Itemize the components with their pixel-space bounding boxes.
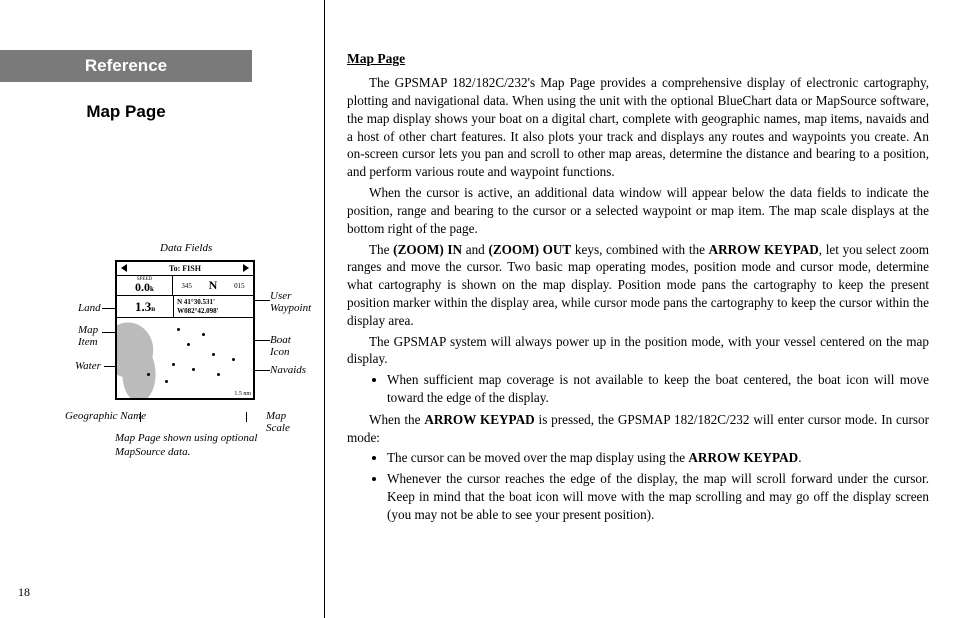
- speed-value: 0.0: [135, 280, 150, 294]
- label-land: Land: [78, 302, 101, 314]
- label-user-waypoint: User Waypoint: [270, 290, 311, 314]
- para-3: The (ZOOM) IN and (ZOOM) OUT keys, combi…: [347, 241, 929, 330]
- label-boat-icon: Boat Icon: [270, 334, 310, 358]
- bullet-list-1: When sufficient map coverage is not avai…: [387, 371, 929, 407]
- lead-line: [254, 340, 270, 341]
- lead-line: [254, 300, 270, 301]
- bullet-list-2: The cursor can be moved over the map dis…: [387, 449, 929, 523]
- label-navaids: Navaids: [270, 364, 306, 376]
- reference-banner: Reference: [0, 50, 252, 82]
- para-2: When the cursor is active, an additional…: [347, 184, 929, 237]
- bullet-3: Whenever the cursor reaches the edge of …: [387, 470, 929, 523]
- lead-line: [254, 370, 270, 371]
- speed-unit: k: [150, 285, 154, 293]
- screen-row-dist: 1.3n N 41°30.531' W082°42.098': [117, 296, 253, 318]
- lead-line: [246, 412, 247, 422]
- dist-value: 1.3: [135, 299, 151, 314]
- lead-line: [140, 412, 141, 422]
- main-content: Map Page The GPSMAP 182/182C/232's Map P…: [325, 0, 954, 618]
- dist-unit: n: [151, 305, 155, 313]
- para-5: When the ARROW KEYPAD is pressed, the GP…: [347, 411, 929, 447]
- manual-page: Reference Map Page Data Fields Land Map …: [0, 0, 954, 618]
- compass-val: 345: [181, 282, 192, 290]
- label-map-scale: Map Scale: [266, 410, 310, 434]
- label-water: Water: [75, 360, 101, 372]
- label-map-item: Map Item: [78, 324, 98, 348]
- screen-map-area: 1.5 nm: [117, 318, 253, 398]
- para-1: The GPSMAP 182/182C/232's Map Page provi…: [347, 74, 929, 181]
- screen-title: To: FISH: [117, 262, 253, 276]
- landmass-shape: [117, 318, 172, 398]
- bullet-2: The cursor can be moved over the map dis…: [387, 449, 929, 467]
- label-geo-name: Geographic Name: [65, 410, 146, 422]
- para-4: The GPSMAP system will always power up i…: [347, 333, 929, 369]
- label-data-fields: Data Fields: [160, 242, 212, 254]
- pos-lat: N 41°30.531': [177, 298, 250, 307]
- bullet-1: When sufficient map coverage is not avai…: [387, 371, 929, 407]
- device-screen: To: FISH SPEED 0.0k 345 N 015 1.3n: [115, 260, 255, 400]
- compass-val2: 015: [234, 282, 245, 290]
- screen-row-speed: SPEED 0.0k 345 N 015: [117, 276, 253, 296]
- diagram-caption: Map Page shown using optional MapSource …: [115, 432, 295, 460]
- sidebar: Reference Map Page Data Fields Land Map …: [0, 0, 325, 618]
- sidebar-title: Map Page: [0, 102, 252, 122]
- content-heading: Map Page: [347, 50, 929, 68]
- compass-dir: N: [209, 278, 218, 293]
- pos-lon: W082°42.098': [177, 307, 250, 316]
- map-scale-text: 1.5 nm: [234, 391, 251, 397]
- page-number: 18: [18, 585, 30, 600]
- map-diagram: Data Fields Land Map Item Water Geograph…: [10, 242, 310, 502]
